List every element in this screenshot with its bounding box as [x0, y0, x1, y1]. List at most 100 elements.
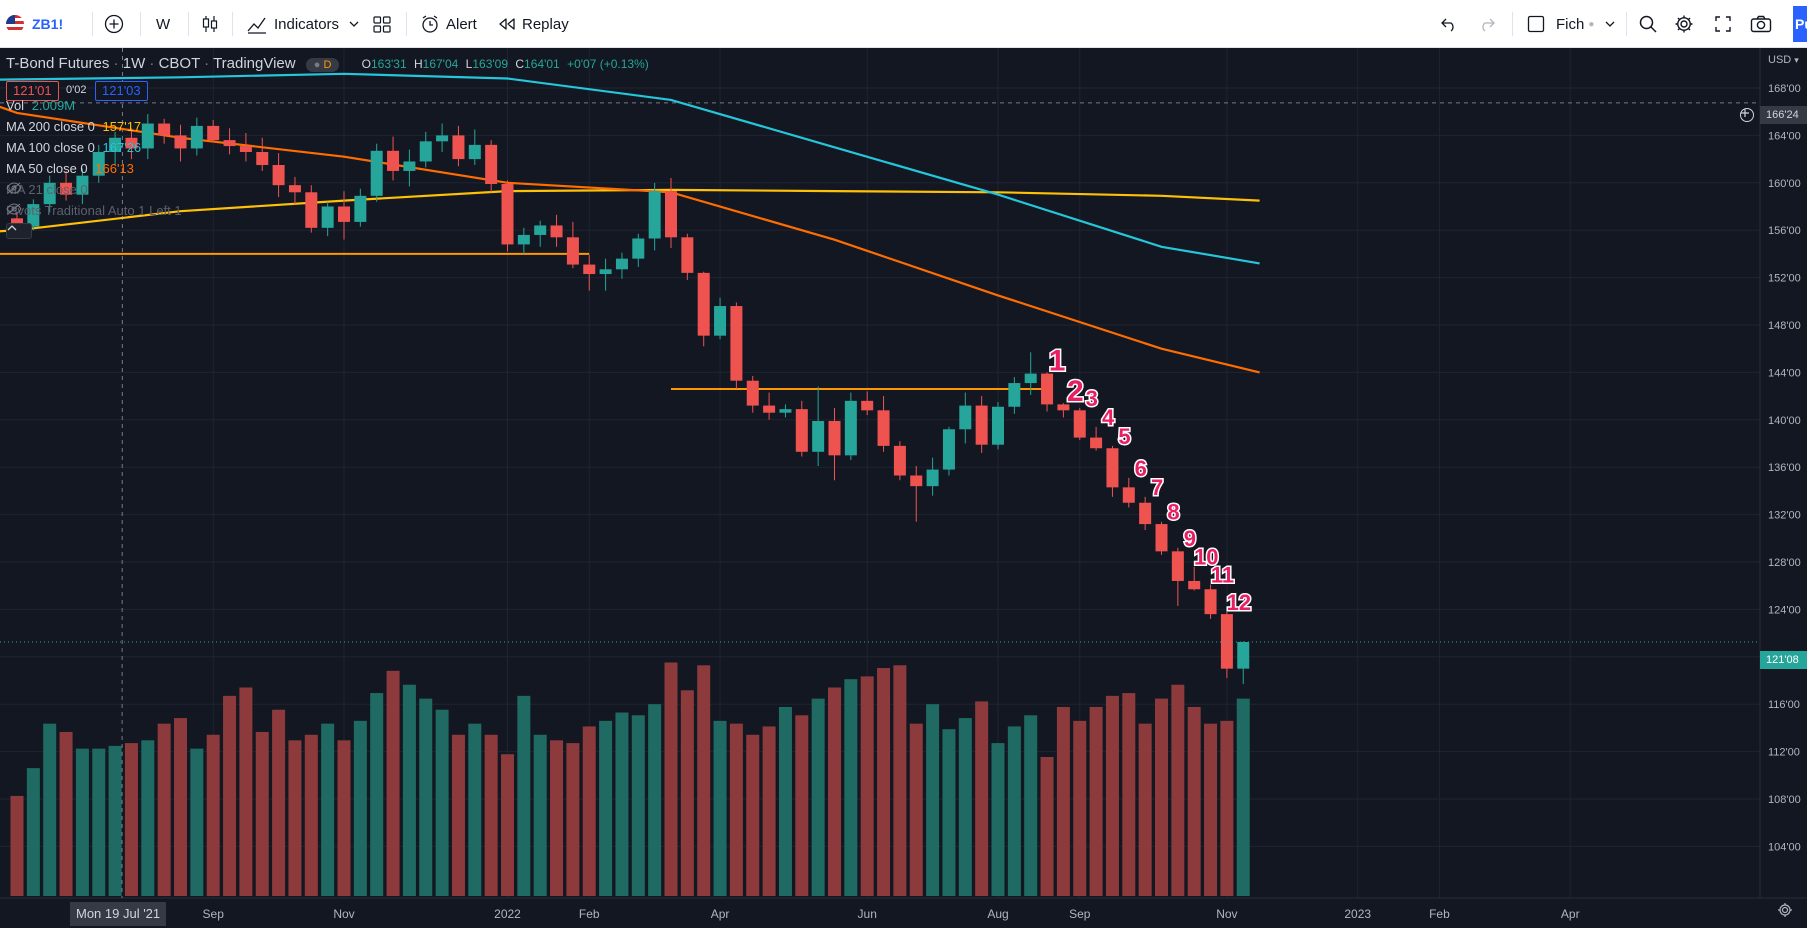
low-label: L — [465, 57, 473, 71]
candle-body — [174, 135, 187, 149]
pivots-label: Pivots Traditional Auto 1 Left 1 — [6, 203, 182, 218]
candle-body — [1204, 589, 1217, 615]
currency-selector[interactable]: USD ▾ — [1768, 48, 1799, 72]
volume-bar — [631, 715, 645, 896]
toolbar-divider — [406, 12, 407, 36]
candle-count-label: 2 — [1067, 375, 1084, 408]
volume-bar — [762, 726, 776, 896]
candle-body — [992, 406, 1004, 445]
volume-bar — [10, 795, 24, 896]
volume-bar — [92, 748, 106, 896]
indicators-button[interactable]: Indicators — [246, 0, 339, 48]
crosshair-add-button[interactable] — [1740, 108, 1754, 122]
volume-bar — [239, 687, 253, 896]
alarm-clock-icon — [420, 14, 440, 34]
ma100-label: MA 100 close 0 — [6, 140, 95, 155]
candle-count-label: 8 — [1167, 500, 1179, 525]
candle-count-label: 12 — [1227, 590, 1251, 615]
candle-body — [632, 238, 645, 259]
candle-body — [321, 206, 334, 228]
candle-body — [877, 410, 890, 446]
plus-icon — [1741, 109, 1753, 122]
candle-body — [1220, 614, 1233, 669]
symbol-search[interactable]: ZB1! — [6, 0, 63, 48]
change-value: +0'07 (+0.13%) — [567, 57, 649, 71]
candle-body — [1073, 410, 1086, 438]
volume-bar — [582, 726, 596, 896]
snapshot-button[interactable] — [1750, 0, 1772, 48]
candle-body — [207, 125, 220, 141]
buy-price-box[interactable]: 121'03 — [95, 81, 148, 101]
price-tick-label: 160'00 — [1768, 178, 1801, 190]
candle-body — [534, 225, 547, 235]
undo-button[interactable] — [1440, 0, 1458, 48]
templates-button[interactable] — [372, 0, 392, 48]
price-tick-label: 132'00 — [1768, 510, 1801, 522]
publish-button[interactable]: Pu — [1793, 6, 1807, 42]
volume-bar — [1171, 684, 1185, 896]
compare-button[interactable] — [104, 0, 124, 48]
volume-bar — [517, 695, 531, 896]
ma50-label: MA 50 close 0 — [6, 161, 88, 176]
candle-body — [419, 141, 432, 162]
price-tick-label: 156'00 — [1768, 225, 1801, 237]
settings-button[interactable] — [1674, 0, 1694, 48]
price-tick-label: 124'00 — [1768, 604, 1801, 616]
grid-icon — [372, 14, 392, 34]
gear-icon — [1777, 902, 1801, 926]
chart-canvas[interactable]: 168'00 164'00 160'00 156'00 152'00 148'00 144'… — [0, 48, 1807, 928]
alert-button[interactable]: Alert — [420, 0, 477, 48]
ma50-legend: MA 50 close 0 166'13 — [6, 161, 134, 176]
volume-bar — [729, 723, 743, 896]
volume-bar — [958, 718, 972, 896]
price-axis — [1760, 48, 1807, 928]
indicators-icon — [246, 14, 268, 34]
volume-bar — [1105, 695, 1119, 896]
legend-interval: 1W — [122, 55, 146, 72]
unsaved-dot-icon: ● — [1588, 18, 1595, 30]
layout-button[interactable]: Fich ● — [1526, 0, 1616, 48]
replay-button[interactable]: Replay — [498, 0, 569, 48]
toolbar-divider — [1626, 12, 1627, 36]
fullscreen-button[interactable] — [1714, 0, 1732, 48]
candle-body — [288, 185, 301, 193]
chevron-up-icon — [7, 224, 31, 238]
symbol-label: ZB1! — [32, 16, 64, 32]
open-value: 163'31 — [370, 57, 407, 71]
candle-body — [942, 429, 955, 470]
redo-button[interactable] — [1478, 0, 1496, 48]
us-flag-icon — [6, 15, 24, 33]
collapse-legend-button[interactable] — [6, 223, 32, 239]
delayed-badge[interactable]: ● D — [305, 58, 340, 72]
ma100-legend: MA 100 close 0 167'26 — [6, 140, 141, 155]
price-tick-label: 144'00 — [1768, 367, 1801, 379]
indicators-dropdown[interactable] — [348, 0, 360, 48]
candle-body — [1057, 404, 1070, 411]
ma100-line — [0, 72, 1260, 265]
candle-body — [190, 125, 203, 149]
time-tick-label: Sep — [203, 907, 225, 921]
candle-body — [517, 234, 530, 245]
search-button[interactable] — [1638, 0, 1658, 48]
volume-bar — [697, 665, 711, 896]
axis-settings-button[interactable] — [1777, 902, 1801, 926]
chart-pane[interactable]: 168'00 164'00 160'00 156'00 152'00 148'00 144'… — [0, 48, 1807, 928]
volume-bar — [337, 740, 351, 896]
close-label: C — [515, 57, 525, 71]
chart-type-button[interactable] — [200, 0, 220, 48]
interval-button[interactable]: W — [156, 0, 170, 48]
candle-body — [550, 225, 563, 238]
alert-label: Alert — [446, 15, 477, 33]
time-tick-label: Jun — [858, 907, 877, 921]
close-value: 164'01 — [524, 57, 560, 71]
sell-price-box[interactable]: 121'01 — [6, 81, 59, 101]
plus-circle-icon — [104, 14, 124, 34]
volume-bar — [828, 687, 841, 896]
time-tick-label: Feb — [1429, 907, 1450, 921]
candle-body — [1237, 641, 1250, 669]
ask-value: 121'03 — [102, 83, 141, 98]
volume-bar — [680, 690, 694, 896]
bid-value: 121'01 — [13, 83, 52, 98]
volume-bar — [255, 731, 269, 896]
